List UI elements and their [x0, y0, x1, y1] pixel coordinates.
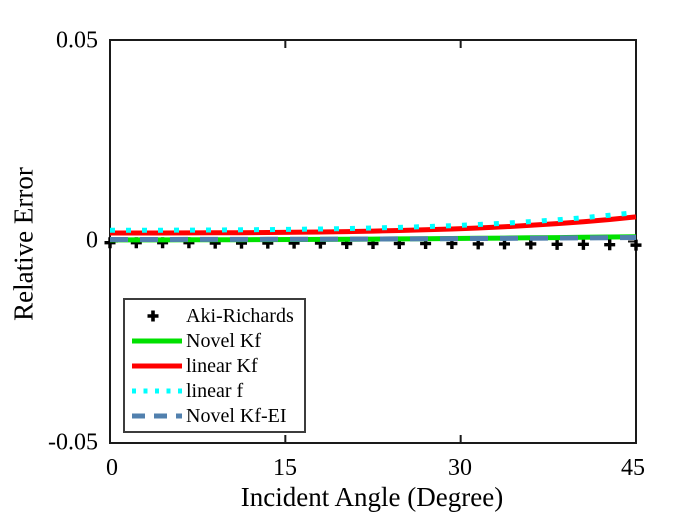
legend-label: Aki-Richards [186, 304, 294, 327]
x-tick-label-30: 30 [448, 455, 472, 481]
x-tick-label-45: 45 [621, 455, 645, 481]
y-tick-label-top: 0.05 [56, 27, 98, 54]
legend-item: linear f [131, 379, 304, 403]
legend-plus-marker-icon [131, 304, 183, 328]
x-tick-label-0: 0 [106, 455, 118, 481]
legend-item: linear Kf [131, 354, 304, 378]
legend-line-sample-icon [131, 404, 183, 428]
legend-item: Aki-Richards [131, 304, 304, 328]
legend-label: Novel Kf-EI [186, 404, 287, 427]
legend-item: Novel Kf-EI [131, 404, 304, 428]
legend-line-sample-icon [131, 379, 183, 403]
y-tick-label-bottom: -0.05 [48, 429, 98, 456]
x-tick-label-15: 15 [273, 455, 297, 481]
legend-item: Novel Kf [131, 329, 304, 353]
legend-label: Novel Kf [186, 329, 261, 352]
y-axis-label: Relative Error [8, 167, 39, 321]
legend-line-sample-icon [131, 354, 183, 378]
legend: Aki-Richards Novel Kf linear Kf linear f Nov… [123, 298, 306, 433]
x-axis-label: Incident Angle (Degree) [240, 482, 504, 512]
legend-label: linear Kf [186, 354, 258, 377]
legend-label: linear f [186, 379, 244, 402]
legend-line-sample-icon [131, 329, 183, 353]
y-tick-label-zero: 0 [86, 227, 98, 254]
